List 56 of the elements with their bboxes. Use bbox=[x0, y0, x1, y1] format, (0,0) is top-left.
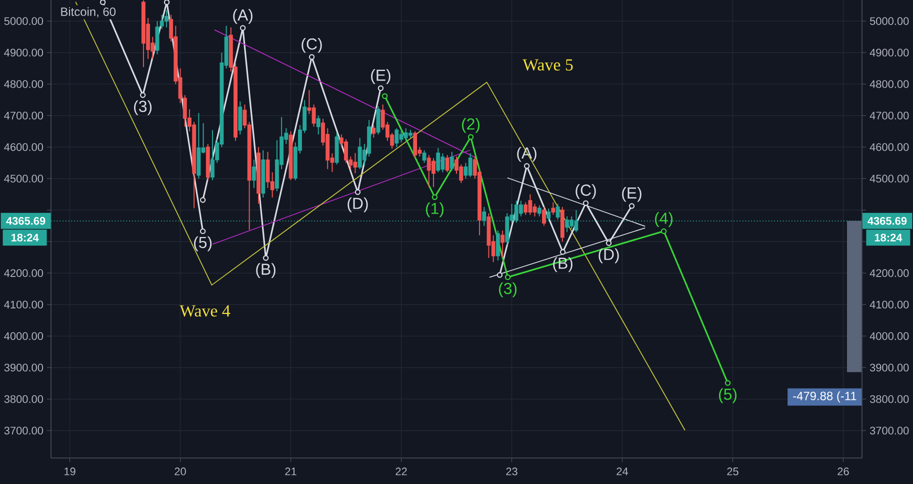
y-tick-label: 3800.00 bbox=[4, 395, 44, 403]
annotation: (E) bbox=[622, 186, 642, 202]
y-tick-label: 4700.00 bbox=[4, 112, 44, 120]
y-tick-label: 4200.00 bbox=[4, 269, 44, 277]
y2-tick-label: 4100.00 bbox=[870, 300, 909, 308]
y2-tick-label: 3900.00 bbox=[870, 364, 909, 372]
y2-tick-label: 4600.00 bbox=[870, 143, 909, 151]
y-tick-label: 4500.00 bbox=[4, 174, 44, 182]
annotation: (3) bbox=[134, 100, 152, 116]
y2-tick-label: 4700.00 bbox=[870, 112, 909, 120]
annotation: (1) bbox=[426, 202, 444, 218]
annotation: (D) bbox=[598, 248, 619, 264]
annotation: Wave 4 bbox=[180, 305, 230, 317]
y-tick-label: 5000.00 bbox=[4, 17, 44, 25]
annotation: (4) bbox=[655, 212, 673, 227]
y2-tick-label: 4000.00 bbox=[870, 332, 909, 340]
y-tick-label: 3900.00 bbox=[4, 364, 44, 372]
text: Bitcoin, 60 bbox=[61, 7, 116, 18]
x-tick-label: 24 bbox=[616, 468, 628, 476]
y2-tick-label: 3700.00 bbox=[870, 426, 909, 434]
x-tick-label: 26 bbox=[838, 468, 849, 476]
y-tick-label: 4800.00 bbox=[4, 80, 44, 88]
annotation: (5) bbox=[719, 388, 737, 404]
y2-tick-label: 3800.00 bbox=[870, 395, 909, 403]
annotation: (C) bbox=[576, 184, 596, 199]
x-tick-label: 22 bbox=[396, 468, 407, 476]
y-tick-label: 4900.00 bbox=[4, 48, 44, 56]
y2-tick-label: 4800.00 bbox=[870, 80, 909, 88]
y-tick-label: 3700.00 bbox=[4, 426, 44, 434]
y2-tick-label: 4900.00 bbox=[870, 48, 909, 56]
y2-tick-label: 4200.00 bbox=[870, 269, 909, 277]
y2-tick-label: 5000.00 bbox=[870, 17, 909, 25]
annotation: (A) bbox=[233, 8, 252, 24]
y2-tick-label: 4500.00 bbox=[870, 174, 909, 182]
text: 18:24 bbox=[874, 234, 902, 242]
y-tick-label: 4600.00 bbox=[4, 143, 44, 151]
annotation: (2) bbox=[462, 118, 480, 133]
x-tick-label: 23 bbox=[506, 468, 518, 476]
annotation: (B) bbox=[553, 257, 572, 272]
y-tick-label: 4000.00 bbox=[4, 332, 44, 340]
annotation: Wave 5 bbox=[522, 59, 573, 71]
annotation: (D) bbox=[348, 197, 368, 212]
text: 4365.69 bbox=[6, 217, 46, 225]
x-tick-label: 25 bbox=[727, 468, 738, 476]
ref-line-label: 4365.69 bbox=[868, 217, 907, 225]
annotation: (B) bbox=[256, 263, 276, 278]
annotation: (5) bbox=[194, 236, 212, 252]
annotation: (3) bbox=[499, 282, 517, 298]
x-tick-label: 20 bbox=[174, 468, 186, 476]
text: 18:24 bbox=[11, 234, 39, 242]
x-tick-label: 21 bbox=[285, 468, 296, 476]
annotation: (C) bbox=[302, 38, 322, 53]
x-tick-label: 19 bbox=[64, 468, 76, 476]
y-tick-label: 4100.00 bbox=[4, 300, 44, 308]
annotation: (E) bbox=[371, 69, 390, 84]
annotation: -479.88 (-11 bbox=[793, 391, 856, 403]
